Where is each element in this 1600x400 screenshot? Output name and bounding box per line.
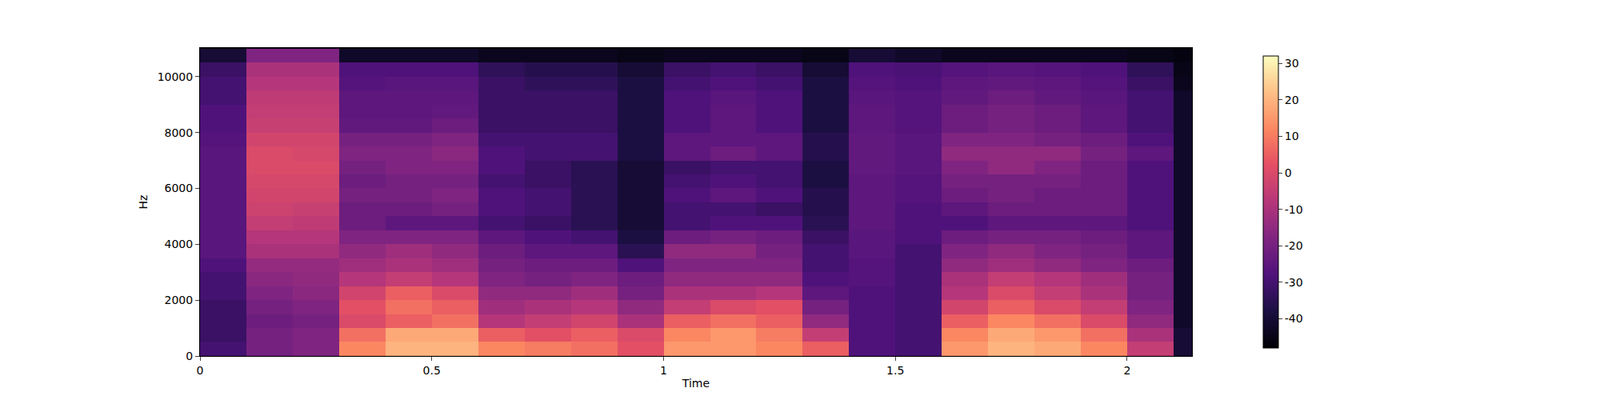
svg-text:0.5: 0.5	[423, 364, 441, 377]
svg-text:30: 30	[1284, 56, 1300, 70]
svg-text:-20: -20	[1284, 239, 1304, 252]
svg-text:4000: 4000	[164, 237, 194, 251]
svg-text:2000: 2000	[164, 293, 194, 307]
svg-text:2: 2	[1123, 364, 1131, 377]
svg-text:-10: -10	[1284, 203, 1304, 216]
svg-text:0: 0	[185, 349, 193, 363]
svg-text:-30: -30	[1284, 276, 1304, 289]
svg-text:10000: 10000	[157, 70, 194, 84]
svg-text:1: 1	[660, 364, 668, 377]
svg-text:8000: 8000	[164, 126, 194, 140]
svg-text:-40: -40	[1284, 312, 1304, 325]
svg-text:1.5: 1.5	[886, 364, 904, 377]
svg-text:Hz: Hz	[136, 195, 150, 210]
svg-text:20: 20	[1284, 93, 1300, 107]
svg-text:0: 0	[1284, 166, 1292, 180]
svg-text:Time: Time	[681, 376, 710, 390]
svg-text:10: 10	[1284, 129, 1300, 143]
svg-text:6000: 6000	[164, 181, 194, 195]
svg-text:0: 0	[196, 364, 204, 377]
